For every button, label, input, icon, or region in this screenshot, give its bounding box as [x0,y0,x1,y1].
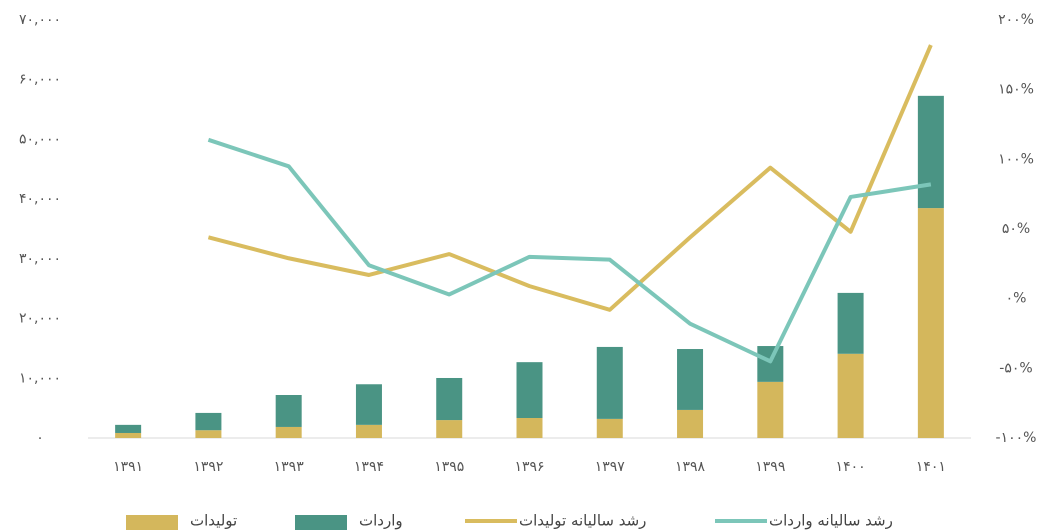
bar [757,346,784,382]
x-tick-label: ۱۳۹۹ [755,459,785,475]
y2-tick-label: ۰% [1006,291,1027,307]
bar [837,292,864,354]
bar [115,424,142,433]
y-tick-label: ۴۰,۰۰۰ [19,191,61,207]
bar [195,430,222,438]
x-tick-label: ۱۳۹۷ [595,459,626,475]
y2-tick-label: -۵۰% [999,360,1032,376]
y-tick-label: ۲۰,۰۰۰ [19,311,61,327]
bar [677,409,704,438]
legend-label: رشد سالیانه تولیدات [519,512,646,530]
bar [596,418,623,438]
legend-swatch [126,515,178,530]
x-tick-label: ۱۳۹۳ [274,459,305,475]
bar [115,432,142,438]
bar [837,353,864,438]
y2-tick-label: -۱۰۰% [996,430,1037,446]
y2-tick-label: ۵۰% [1002,221,1030,237]
bar [516,417,543,438]
x-tick-label: ۱۴۰۱ [916,459,946,475]
bar [677,349,704,410]
x-tick-label: ۱۳۹۲ [193,459,223,475]
y2-tick-label: ۱۵۰% [998,82,1034,98]
bar [436,420,463,438]
line [207,137,932,364]
y-tick-label: ۶۰,۰۰۰ [19,72,61,88]
line [207,44,933,312]
y-tick-label: ۱۰,۰۰۰ [19,370,61,386]
bar [917,95,944,209]
bar [355,424,382,438]
y2-tick-label: ۱۰۰% [998,151,1034,167]
y2-tick-label: ۲۰۰% [998,12,1034,28]
x-tick-label: ۱۳۹۸ [675,459,706,475]
x-tick-label: ۱۳۹۴ [354,459,384,475]
legend-swatch [295,515,347,530]
y-tick-label: ۰ [36,430,44,446]
bar [516,362,543,418]
bar [757,381,784,438]
y-tick-label: ۷۰,۰۰۰ [19,12,61,28]
x-tick-label: ۱۳۹۱ [113,459,143,475]
bar [355,384,382,425]
legend-label: واردات [359,512,403,530]
bar [596,346,623,419]
x-tick-label: ۱۳۹۵ [434,459,464,475]
bar [275,426,302,438]
bar [195,412,222,431]
y-tick-label: ۳۰,۰۰۰ [19,251,61,267]
bar [275,395,302,427]
legend-label: رشد سالیانه واردات [769,512,893,530]
legend-label: تولیدات [190,512,237,530]
x-tick-label: ۱۴۰۰ [836,459,866,475]
bar [917,208,944,438]
x-tick-label: ۱۳۹۶ [514,459,544,475]
y-tick-label: ۵۰,۰۰۰ [19,131,61,147]
bar [436,377,463,421]
